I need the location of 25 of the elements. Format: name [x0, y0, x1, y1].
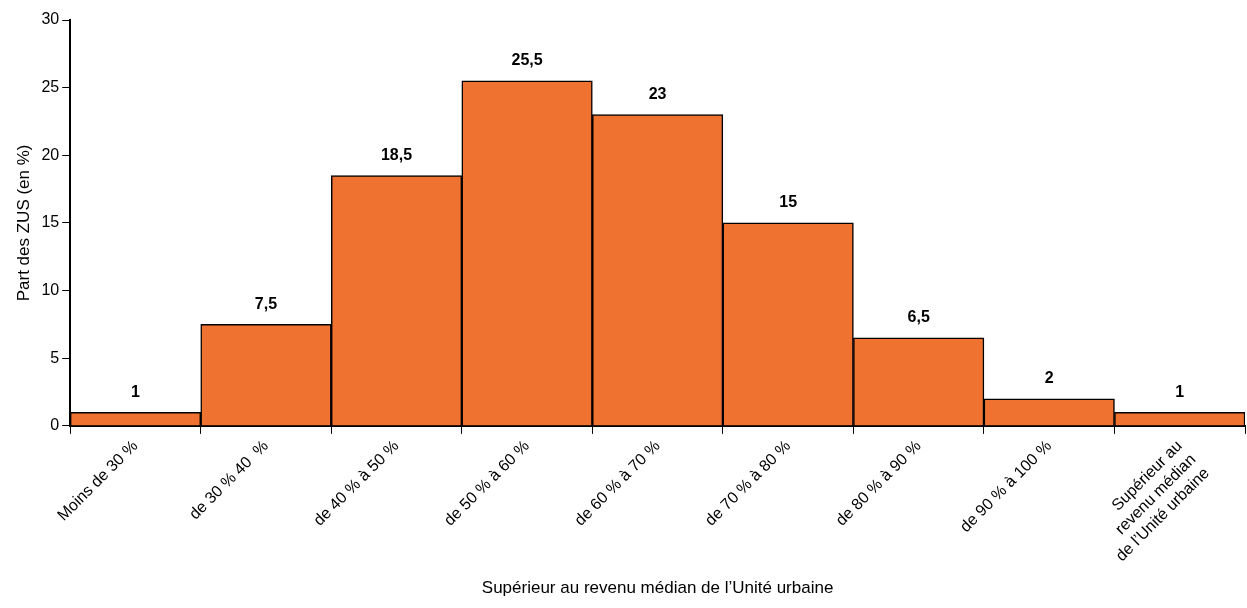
data-label: 18,5: [380, 145, 413, 163]
y-tick-label: 20: [41, 145, 60, 163]
data-label: 15: [779, 193, 798, 211]
y-tick-label: 0: [50, 416, 60, 434]
x-axis-title: Supérieur au revenu médian de l’Unité urbaine: [481, 578, 834, 598]
y-tick-label: 5: [50, 348, 60, 366]
y-tick-label: 15: [41, 213, 60, 231]
x-tick-label: de 40 % à 50 %: [309, 436, 402, 529]
data-label: 7,5: [254, 294, 278, 312]
data-label: 25,5: [511, 51, 543, 69]
x-tick-label: de 50 % à 60 %: [440, 436, 533, 529]
x-tick-label: de 90 % à 100 %: [956, 436, 1055, 536]
data-label: 1: [131, 382, 141, 400]
data-label: 1: [1175, 382, 1185, 400]
y-tick-label: 10: [41, 280, 60, 298]
x-tick-label: de 30 % 40 %: [185, 436, 272, 523]
y-tick-label: 30: [41, 10, 60, 28]
data-label: 6,5: [907, 308, 930, 326]
x-tick-label: de 70 % à 80 %: [701, 436, 794, 529]
y-tick-label: 25: [41, 78, 60, 96]
y-axis-title: Part des ZUS (en %): [13, 144, 33, 302]
data-label: 2: [1044, 369, 1054, 387]
x-tick-label: de 80 % à 90 %: [832, 436, 924, 529]
x-tick-label: de 60 % à 70 %: [570, 436, 663, 529]
data-label: 23: [648, 85, 667, 103]
